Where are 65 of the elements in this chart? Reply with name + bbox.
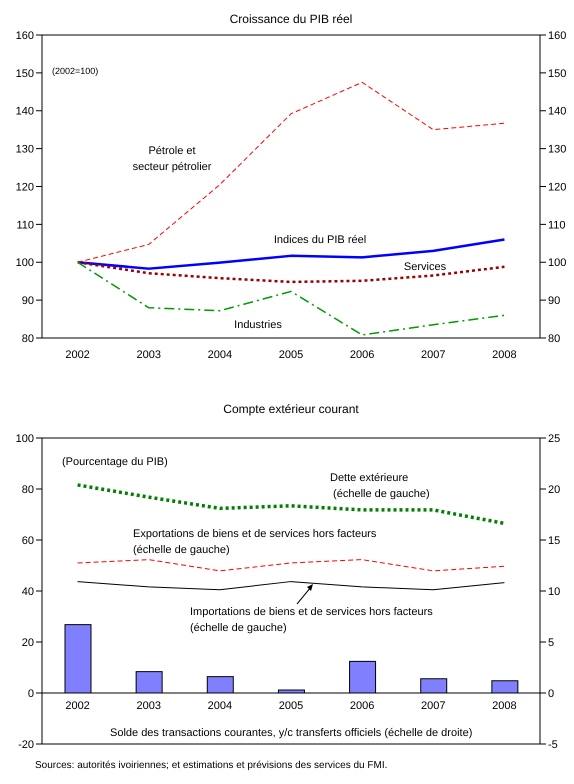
y-tick-label: 150 <box>16 68 34 80</box>
series-label: Industries <box>233 318 283 333</box>
y2-tick-label: 10 <box>548 586 560 598</box>
y-tick-label: 80 <box>22 484 34 496</box>
y-tick-label: 90 <box>22 295 34 308</box>
series-label: Services <box>402 260 448 275</box>
source-note: Sources: autorités ivoiriennes; et estimations et prévisions des services du FMI. <box>35 760 388 771</box>
y2-tick-label: 100 <box>548 257 566 270</box>
y2-tick-label: 120 <box>548 181 566 194</box>
line-series <box>76 483 506 526</box>
y2-tick-label: 130 <box>548 144 566 156</box>
series-label: Pétrole et secteur pétrolier <box>132 144 212 175</box>
x-tick-label: 2002 <box>65 349 90 361</box>
y2-tick-label: 90 <box>548 295 560 308</box>
x-tick-label: 2003 <box>136 700 161 712</box>
y-tick-label: 100 <box>16 257 34 270</box>
y2-tick-label: 80 <box>548 332 560 345</box>
x-tick-label: 2004 <box>208 349 232 361</box>
y2-tick-label: 15 <box>548 534 560 547</box>
y-tick-label: 160 <box>16 30 34 42</box>
x-tick-label: 2007 <box>421 349 446 361</box>
x-tick-label: 2005 <box>278 700 304 712</box>
y-tick-label: 0 <box>28 688 34 700</box>
y2-tick-label: 0 <box>548 688 554 700</box>
x-tick-label: 2008 <box>492 700 517 712</box>
line-series <box>76 262 506 336</box>
line-series <box>77 559 505 572</box>
line-series <box>77 82 505 263</box>
series-label: Indices du PIB réel <box>272 233 368 248</box>
y2-tick-label: 5 <box>548 636 554 649</box>
y-tick-label: 100 <box>16 432 34 445</box>
y2-tick-label: -5 <box>548 738 558 751</box>
y2-tick-label: 25 <box>548 432 560 445</box>
y2-tick-label: 20 <box>548 484 560 496</box>
y-tick-label: -20 <box>18 738 34 751</box>
chart-title: Croissance du PIB réel <box>228 12 354 26</box>
x-tick-label: 2003 <box>136 349 161 361</box>
x-tick-label: 2005 <box>278 349 304 361</box>
y2-tick-label: 110 <box>548 219 566 232</box>
y2-tick-label: 140 <box>548 106 566 118</box>
annotation: (2002=100) <box>52 66 98 76</box>
y2-tick-label: 160 <box>548 30 566 42</box>
y2-tick-label: 150 <box>548 68 566 80</box>
line-series <box>77 581 505 590</box>
x-axis-title: Solde des transactions courantes, y/c transferts officiels (échelle de droite) <box>110 727 472 739</box>
y-tick-label: 130 <box>16 144 34 156</box>
x-tick-label: 2004 <box>208 700 232 712</box>
y-tick-label: 120 <box>16 181 34 194</box>
y-tick-label: 60 <box>22 534 34 547</box>
y-tick-label: 80 <box>22 332 34 345</box>
y-tick-label: 20 <box>22 636 34 649</box>
series-label: Dette extérieure (échelle de gauche) <box>330 471 430 502</box>
legend-label: Importations de biens et de services hors facteurs (échelle de gauche) <box>190 605 433 636</box>
x-tick-label: 2006 <box>350 700 374 712</box>
x-tick-label: 2002 <box>65 700 90 712</box>
line-series <box>76 261 506 284</box>
chart-title: Compte extérieur courant <box>222 402 360 416</box>
y-tick-label: 110 <box>16 219 34 232</box>
x-tick-label: 2008 <box>492 349 517 361</box>
x-tick-label: 2006 <box>350 349 374 361</box>
y-tick-label: 40 <box>22 586 34 598</box>
annotation: (Pourcentage du PIB) <box>62 456 168 468</box>
series-label: Exportations de biens et de services hors facteurs (échelle de gauche) <box>133 527 376 558</box>
x-tick-label: 2007 <box>421 700 446 712</box>
y-tick-label: 140 <box>16 106 34 118</box>
